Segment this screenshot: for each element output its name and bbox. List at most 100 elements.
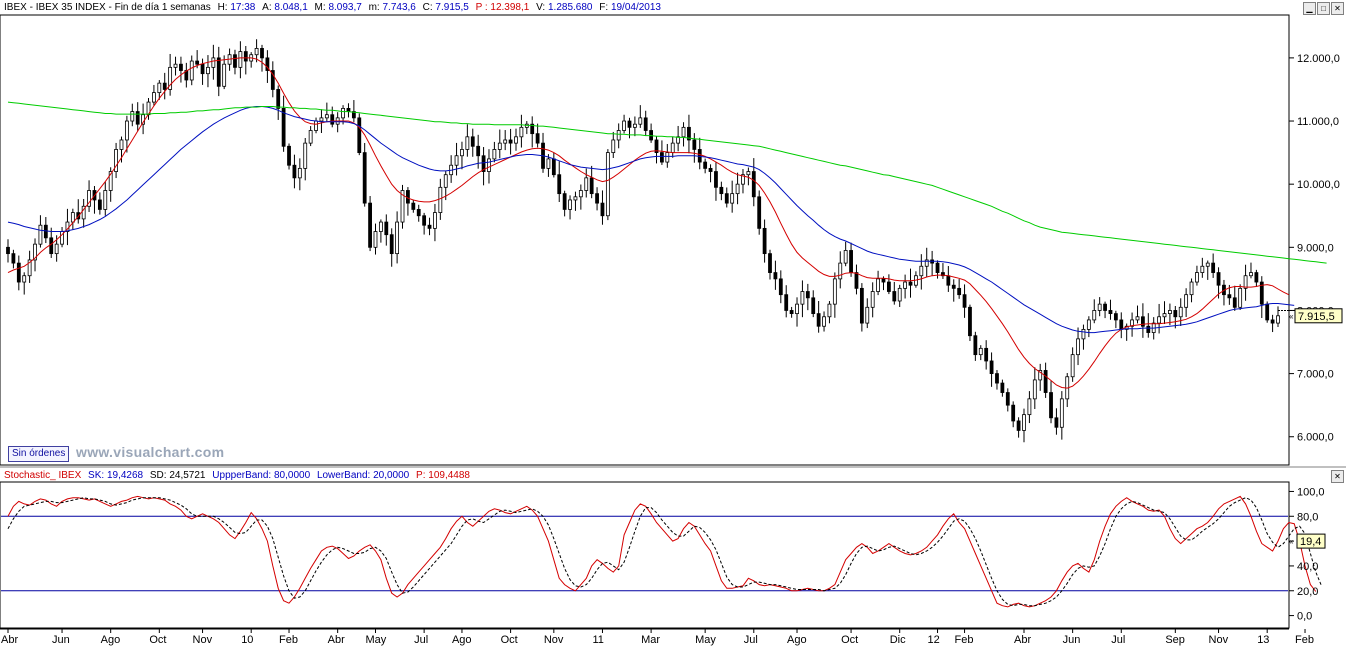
candle-body [400, 190, 405, 223]
candle-body [411, 202, 416, 210]
candle-body [751, 171, 756, 198]
minimize-icon: ▁ [1306, 4, 1313, 13]
candle-body [200, 63, 205, 75]
candle-body [270, 70, 275, 90]
x-axis-tick-label: Feb [955, 634, 974, 646]
last-price-badge-label: 7.915,5 [1298, 311, 1335, 323]
candle-body [957, 287, 962, 296]
minimize-panel-button[interactable]: ▁ [1303, 2, 1316, 15]
candle-body [843, 250, 848, 264]
header-a-label: A: [262, 2, 272, 13]
candle-body [962, 294, 967, 308]
candle-body [38, 224, 43, 245]
candle-body [1249, 272, 1253, 277]
candle-body [568, 199, 572, 210]
header-name: IBEX 35 INDEX [35, 2, 106, 13]
indicator-upper-label: UppperBand: [212, 470, 272, 481]
candle-body [735, 183, 740, 195]
x-axis-tick-label: Abr [1, 634, 18, 646]
candle-body [670, 142, 675, 153]
candle-body [481, 155, 486, 172]
candle-body [514, 136, 518, 144]
candle-body [1119, 319, 1124, 330]
candle-body [546, 158, 551, 169]
candle-body [1211, 262, 1216, 273]
candle-body [276, 89, 281, 109]
x-axis-tick-label: May [365, 634, 386, 646]
maximize-icon: □ [1321, 4, 1326, 13]
candle-body [768, 253, 772, 273]
header-v-value: 1.285.680 [547, 2, 593, 13]
candle-body [1276, 315, 1280, 324]
series-line-ma_mid [7, 106, 1295, 334]
candle-body [968, 306, 972, 337]
candle-body [1027, 398, 1032, 416]
candle-body [1259, 281, 1264, 305]
candle-body [784, 294, 789, 311]
x-axis-tick-label: Jun [52, 634, 70, 646]
candle-body [265, 57, 270, 71]
candle-body [600, 202, 605, 217]
price-header: IBEX - IBEX 35 INDEX - Fin de día 1 sema… [4, 2, 661, 14]
candle-body [465, 136, 470, 150]
candle-body [935, 262, 940, 273]
candle-body [941, 272, 945, 277]
candle-body [1157, 316, 1162, 324]
candle-body [746, 171, 751, 176]
x-axis-tick-label: 10 [241, 634, 253, 646]
price-y-tick-label: 6.000,0 [1297, 432, 1334, 444]
candle-body [314, 120, 318, 131]
candle-body [497, 142, 502, 150]
header-desc: - Fin de día 1 semanas [105, 2, 211, 13]
x-axis-tick-label: 13 [1257, 634, 1269, 646]
price-y-tick-label: 11.000,0 [1297, 116, 1339, 128]
candle-body [724, 193, 729, 204]
candle-body [578, 190, 583, 198]
header-c-value: 7.915,5 [435, 2, 469, 13]
candle-body [822, 316, 826, 327]
x-axis-tick-label: Ago [787, 634, 807, 646]
candle-body [454, 155, 459, 166]
header-symbol: IBEX [4, 2, 27, 13]
candle-body [903, 281, 908, 289]
x-axis-tick-label: Oct [841, 634, 858, 646]
maximize-panel-button[interactable]: □ [1317, 2, 1330, 15]
indicator-p-value: 109,4488 [428, 470, 470, 481]
x-axis-tick-label: Oct [149, 634, 166, 646]
indicator-upper-value: 80,0000 [274, 470, 311, 481]
candle-body [16, 262, 21, 283]
x-axis-tick-label: Jul [1111, 634, 1125, 646]
close-indicator-button[interactable]: ✕ [1331, 470, 1344, 483]
candle-body [211, 57, 216, 68]
candle-body [530, 123, 535, 135]
candle-body [892, 291, 897, 302]
candle-body [708, 167, 713, 172]
candle-body [800, 291, 805, 305]
candle-body [1146, 325, 1151, 333]
candle-body [460, 149, 464, 157]
candle-body [135, 111, 140, 125]
candle-body [1195, 272, 1199, 283]
indicator-name: Stochastic_ IBEX [4, 470, 82, 481]
candle-body [989, 360, 994, 375]
last-price-badge [1294, 308, 1343, 324]
candle-body [476, 145, 481, 157]
candle-body [730, 193, 735, 204]
header-a-value: 8.048,1 [274, 2, 308, 13]
candle-body [1011, 404, 1016, 422]
x-axis-tick-label: Ago [452, 634, 472, 646]
candle-body [346, 108, 351, 112]
x-axis-tick-label: Jul [414, 634, 428, 646]
candle-body [924, 259, 929, 267]
candle-body [886, 281, 891, 292]
stochastic-badge [1296, 533, 1326, 549]
indicator-p-label: P: [416, 470, 426, 481]
candle-body [114, 149, 118, 172]
candle-body [1081, 328, 1086, 340]
candle-body [535, 133, 540, 144]
header-symbol-sep: - [26, 2, 36, 13]
close-panel-button[interactable]: ✕ [1331, 2, 1344, 15]
sin-ordenes-button[interactable]: Sin órdenes [8, 446, 70, 462]
